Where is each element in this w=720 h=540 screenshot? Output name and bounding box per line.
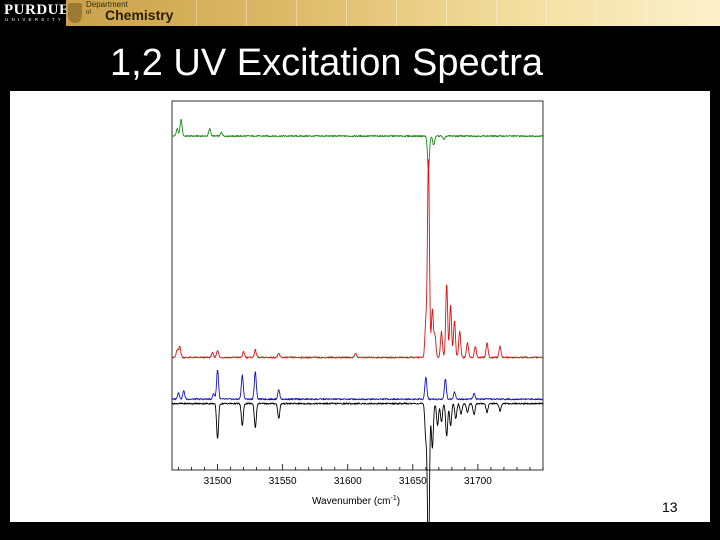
- spectra-chart: 31500 31550 31600 31650 31700 Wavenumber (cm…: [171, 100, 544, 522]
- banner-rule: [596, 0, 597, 26]
- banner-rule: [446, 0, 447, 26]
- x-tick-label: 31650: [399, 476, 427, 487]
- department-banner: Department of Chemistry: [66, 0, 720, 26]
- department-line1: Department: [86, 0, 128, 9]
- x-tick-label: 31500: [204, 476, 232, 487]
- banner-rule: [646, 0, 647, 26]
- banner-rule: [196, 0, 197, 26]
- purdue-logo: PURDUE: [4, 2, 70, 18]
- spectrum-trace: [171, 402, 544, 522]
- department-name: Chemistry: [105, 7, 174, 23]
- x-axis-label-superscript: -1: [390, 495, 396, 502]
- x-axis-label: Wavenumber (cm-1): [312, 495, 400, 507]
- banner-rule: [546, 0, 547, 26]
- department-line2: of: [86, 10, 92, 16]
- banner-rule: [246, 0, 247, 26]
- purdue-logo-subtext: UNIVERSITY: [5, 17, 65, 22]
- x-tick-label: 31550: [269, 476, 297, 487]
- banner-rule: [296, 0, 297, 26]
- banner-rule: [346, 0, 347, 26]
- header-banner: PURDUE UNIVERSITY Department of Chemistr…: [0, 0, 720, 26]
- page-number: 13: [662, 499, 678, 515]
- x-tick-label: 31700: [464, 476, 492, 487]
- crest-icon: [68, 3, 82, 23]
- banner-rule: [396, 0, 397, 26]
- spectrum-trace: [171, 369, 544, 401]
- x-tick-label: 31600: [334, 476, 362, 487]
- x-axis-label-base: Wavenumber (cm: [312, 496, 391, 507]
- x-axis-label-end: ): [397, 496, 400, 507]
- plot-area: 31500 31550 31600 31650 31700: [171, 100, 544, 522]
- spectrum-trace: [171, 118, 544, 170]
- slide-title: 1,2 UV Excitation Spectra: [110, 42, 543, 84]
- spectrum-trace: [171, 159, 544, 359]
- content-area: 31500 31550 31600 31650 31700 Wavenumber (cm…: [10, 91, 710, 522]
- plot-frame: [171, 100, 544, 471]
- banner-rule: [496, 0, 497, 26]
